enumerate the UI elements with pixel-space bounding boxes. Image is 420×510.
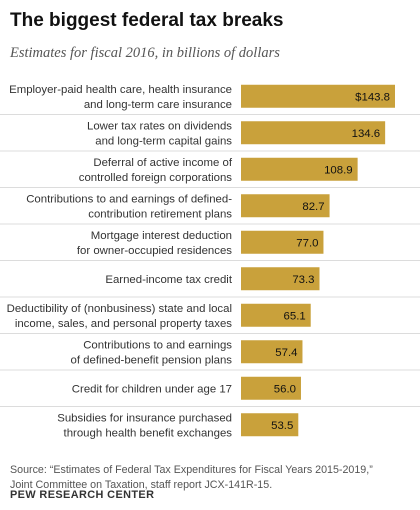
value-label: 65.1 <box>284 310 306 322</box>
bar <box>241 413 299 437</box>
bar-row: Contributions to and earnings of defined-… <box>0 333 420 366</box>
bar <box>241 267 320 291</box>
category-label: and long-term capital gains <box>95 135 232 147</box>
value-label: 57.4 <box>275 347 297 359</box>
value-label: 82.7 <box>302 201 324 213</box>
bar-row: Credit for children under age 17 56.0 <box>0 369 420 400</box>
source-line: Source: “Estimates of Federal Tax Expend… <box>10 464 373 476</box>
value-label: 134.6 <box>352 128 381 140</box>
chart-title: The biggest federal tax breaks <box>10 10 284 31</box>
category-label: contribution retirement plans <box>88 208 232 220</box>
bar <box>241 340 303 364</box>
category-label: Deductibility of (nonbusiness) state and… <box>7 303 232 315</box>
bar-chart: Employer-paid health care, health insura… <box>0 84 420 439</box>
value-label: 53.5 <box>271 420 293 432</box>
value-label: 56.0 <box>274 383 296 395</box>
category-label: Subsidies for insurance purchased <box>57 412 232 424</box>
category-label: controlled foreign corporations <box>79 172 233 184</box>
chart-subtitle: Estimates for fiscal 2016, in billions o… <box>10 45 280 61</box>
value-label: 108.9 <box>324 164 353 176</box>
source-line: Joint Committee on Taxation, staff repor… <box>10 479 273 491</box>
brand-label: PEW RESEARCH CENTER <box>10 489 155 501</box>
category-label: Deferral of active income of <box>93 157 232 169</box>
bar-row: Contributions to and earnings of defined… <box>0 187 420 220</box>
bar-row: Employer-paid health care, health insura… <box>9 84 395 111</box>
category-label: Employer-paid health care, health insura… <box>9 84 232 96</box>
bar <box>241 303 311 327</box>
category-label: Credit for children under age 17 <box>72 383 232 395</box>
category-label: through health benefit exchanges <box>64 427 233 439</box>
bar <box>241 121 386 145</box>
bar <box>241 376 301 400</box>
value-label: 73.3 <box>292 274 314 286</box>
category-label: of defined-benefit pension plans <box>71 354 233 366</box>
category-label: Earned-income tax credit <box>105 274 232 286</box>
category-label: Contributions to and earnings of defined… <box>26 193 232 205</box>
value-label: $143.8 <box>355 91 390 103</box>
category-label: Contributions to and earnings <box>83 339 232 351</box>
bar <box>241 84 395 108</box>
category-label: income, sales, and personal property tax… <box>15 318 232 330</box>
category-label: Mortgage interest deduction <box>91 230 232 242</box>
category-label: Lower tax rates on dividends <box>87 120 232 132</box>
bar <box>241 194 330 218</box>
category-label: and long-term care insurance <box>84 99 232 111</box>
bar-row: Deductibility of (nonbusiness) state and… <box>0 296 420 330</box>
bar-row: Earned-income tax credit 73.3 <box>0 260 420 291</box>
value-label: 77.0 <box>296 237 318 249</box>
bar <box>241 157 358 181</box>
bar-row: Mortgage interest deduction for owner-occ… <box>0 223 420 257</box>
bar-row: Deferral of active income of controlled f… <box>0 150 420 184</box>
source-note: Source: “Estimates of Federal Tax Expend… <box>10 463 414 493</box>
bar-row: Lower tax rates on dividends and long-ter… <box>0 114 420 147</box>
bar-row: Subsidies for insurance purchased through… <box>0 406 420 439</box>
category-label: for owner-occupied residences <box>77 245 232 257</box>
bar <box>241 230 324 254</box>
